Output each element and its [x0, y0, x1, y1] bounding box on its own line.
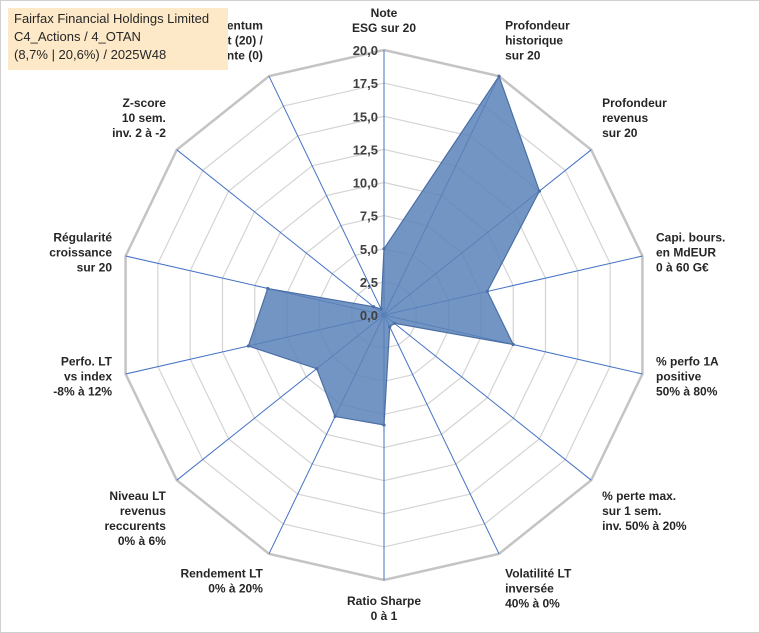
axis-label-line: 0% à 20% [208, 581, 263, 595]
axis-label-line: Volatilité LT [505, 566, 572, 580]
axis-label: Note ESG sur 20 [352, 6, 416, 35]
data-point [485, 289, 489, 293]
data-point [333, 414, 337, 419]
axis-label: Perfo. LT vs index -8% à 12% [53, 355, 112, 399]
tick-label: 2,5 [360, 275, 378, 290]
tick-label: 0,0 [360, 308, 378, 323]
axis-label: Niveau LT revenus reccurents 0% à 6% [105, 489, 167, 548]
axis-label-line: Ratio Sharpe [347, 594, 421, 608]
axis-label-line: Profondeur [602, 96, 667, 110]
axis-label-line: vs index [64, 370, 112, 384]
title-line-company: Fairfax Financial Holdings Limited [14, 11, 210, 26]
axis-label-line: inversée [505, 581, 554, 595]
axis-label-line: Régularité [53, 230, 112, 244]
axis-label: % perfo 1A positive 50% à 80% [656, 355, 719, 399]
axis-label-line: 10 sem. [122, 111, 166, 125]
data-point [497, 74, 501, 78]
axis-label: Volatilité LT inversée 40% à 0% [505, 566, 572, 610]
title-line-stats: (8,7% | 20,6%) / 2025W48 [14, 47, 167, 62]
axis-label-line: % perte max. [602, 489, 676, 503]
axis-label-line: ESG sur 20 [352, 21, 416, 35]
axis-label: Rendement LT 0% à 20% [180, 566, 263, 595]
axis-label-line: Capi. bours. [656, 230, 725, 244]
axis-label: Profondeur historique sur 20 [505, 19, 570, 63]
axis-label: % perte max. sur 1 sem. inv. 50% à 20% [602, 489, 687, 533]
title-box: Fairfax Financial Holdings Limited C4_Ac… [8, 8, 228, 70]
axis-label-line: -8% à 12% [53, 385, 112, 399]
axis-label: Capi. bours. en MdEUR 0 à 60 G€ [656, 230, 725, 274]
axis-label-line: Profondeur [505, 19, 570, 33]
axis-label: Ratio Sharpe 0 à 1 [347, 594, 421, 623]
axis-label-line: inv. 50% à 20% [602, 519, 687, 533]
data-point [382, 247, 386, 251]
axis-label-line: Z-score [123, 96, 167, 110]
series-area [247, 74, 541, 426]
axis-label-line: revenus [120, 504, 166, 518]
axis-label-line: inv. 2 à -2 [112, 126, 166, 140]
tick-label: 5,0 [360, 242, 378, 257]
data-point [537, 189, 542, 193]
axis-label: Régularité croissance sur 20 [49, 230, 112, 274]
axis-label-line: sur 20 [505, 49, 541, 63]
data-point [392, 321, 396, 325]
tick-label: 15,0 [353, 109, 378, 124]
axis-label-line: 50% à 80% [656, 385, 718, 399]
axis-label-line: reccurents [105, 519, 167, 533]
axis-label-line: 0% à 6% [118, 534, 166, 548]
tick-label: 12,5 [353, 142, 378, 157]
data-point [266, 286, 270, 291]
axis-spoke [383, 314, 500, 555]
data-point [382, 423, 386, 427]
axis-label-line: 0 à 60 G€ [656, 260, 709, 274]
axis-label-line: historique [505, 34, 563, 48]
axis-label-line: Niveau LT [109, 489, 166, 503]
data-point [388, 325, 392, 329]
axis-label-line: en MdEUR [656, 245, 716, 259]
axis-label-line: 0 à 1 [371, 609, 398, 623]
tick-label: 17,5 [353, 76, 378, 91]
axis-label-line: Note [371, 6, 398, 20]
axis-label-line: Rendement LT [180, 566, 263, 580]
axis-label-line: 40% à 0% [505, 596, 560, 610]
axis-spoke [383, 314, 592, 481]
axis-label-line: sur 20 [77, 260, 113, 274]
axis-label-line: % perfo 1A [656, 355, 719, 369]
axis-label: Profondeur revenus sur 20 [602, 96, 667, 140]
title-line-category: C4_Actions / 4_OTAN [14, 29, 141, 44]
axis-label-line: positive [656, 370, 702, 384]
axis-spoke [268, 75, 385, 316]
axis-label-line: croissance [49, 245, 112, 259]
axis-label-line: Perfo. LT [61, 355, 113, 369]
axis-label: Z-score 10 sem. inv. 2 à -2 [112, 96, 166, 140]
data-point [511, 342, 515, 347]
tick-label: 10,0 [353, 176, 378, 191]
data-point [372, 305, 376, 309]
axis-spoke [176, 149, 385, 316]
tick-label: 20,0 [353, 43, 378, 58]
data-point [379, 307, 383, 311]
axis-label-line: sur 20 [602, 126, 638, 140]
data-point [315, 367, 319, 371]
tick-label: 7,5 [360, 209, 378, 224]
data-point [246, 344, 250, 348]
axis-label-line: revenus [602, 111, 648, 125]
axis-label-line: sur 1 sem. [602, 504, 661, 518]
